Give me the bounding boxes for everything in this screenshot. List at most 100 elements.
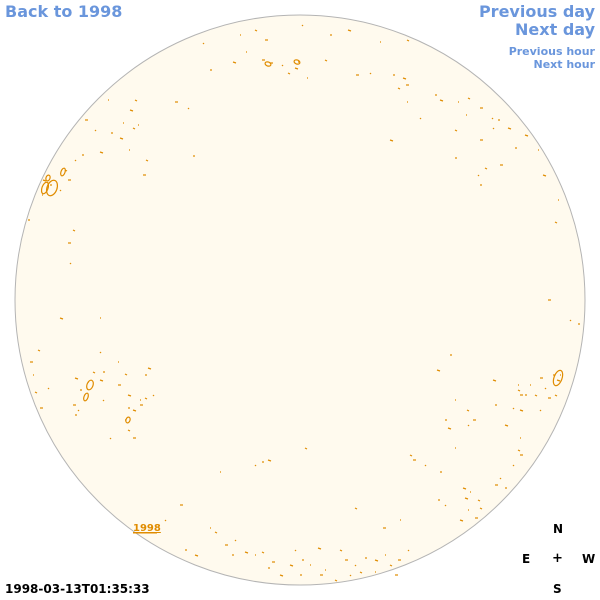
contour-mark: [466, 409, 470, 412]
contour-mark: [129, 109, 134, 112]
contour-mark: [202, 42, 205, 45]
contour-mark: [477, 499, 481, 502]
contour-mark: [279, 574, 284, 577]
contour-mark: [419, 117, 422, 120]
contour-mark: [349, 574, 352, 577]
contour-mark: [436, 369, 441, 372]
disk-year-label[interactable]: 1998: [133, 523, 161, 534]
contour-mark: [132, 409, 137, 412]
next-hour-link[interactable]: Next hour: [533, 58, 596, 71]
contour-mark: [214, 531, 218, 534]
contour-mark: [492, 379, 497, 382]
contour-loop: [40, 181, 50, 195]
contour-mark: [287, 72, 291, 75]
previous-hour-link[interactable]: Previous hour: [508, 45, 595, 58]
contour-mark: [152, 394, 155, 397]
contour-mark: [145, 159, 149, 162]
contour-mark: [99, 379, 104, 382]
contour-mark: [507, 127, 512, 130]
contour-mark: [517, 389, 521, 392]
contour-mark: [374, 559, 379, 562]
contour-mark: [406, 39, 410, 42]
back-to-year-link[interactable]: Back to 1998: [5, 2, 123, 21]
contour-mark: [397, 87, 401, 90]
contour-mark: [424, 464, 427, 467]
contour-mark: [462, 487, 467, 490]
contour-mark: [254, 29, 258, 32]
contour-mark: [354, 507, 358, 510]
contour-mark: [334, 579, 338, 582]
contour-mark: [69, 262, 72, 265]
contour-mark: [407, 549, 410, 552]
contour-mark: [464, 497, 469, 500]
contour-mark: [534, 394, 538, 397]
contour-mark: [92, 371, 96, 374]
contour-mark: [281, 64, 284, 67]
contour-mark: [72, 229, 76, 232]
contour-mark: [294, 67, 299, 70]
contour-mark: [484, 167, 488, 170]
contour-mark: [74, 377, 79, 380]
contour-mark: [234, 539, 237, 542]
contour-loop: [45, 179, 59, 197]
contour-mark: [261, 551, 265, 554]
contour-mark: [289, 564, 294, 567]
contour-mark: [294, 549, 297, 552]
contour-mark: [59, 317, 64, 320]
contour-mark: [444, 504, 447, 507]
contour-loop: [293, 59, 301, 65]
contour-mark: [542, 174, 547, 177]
contour-mark: [389, 139, 394, 142]
contour-mark: [467, 424, 470, 427]
previous-day-link[interactable]: Previous day: [478, 2, 595, 21]
contour-mark: [47, 387, 50, 390]
contour-mark: [127, 394, 132, 397]
contour-loop: [552, 369, 564, 387]
contour-mark: [102, 399, 105, 402]
contour-mark: [254, 464, 257, 467]
next-day-link[interactable]: Next day: [515, 20, 595, 39]
contour-mark: [267, 459, 272, 462]
contour-mark: [164, 519, 167, 522]
contour-mark: [134, 99, 138, 102]
contour-mark: [354, 564, 357, 567]
contour-mark: [569, 319, 572, 322]
contour-mark: [324, 59, 328, 62]
contour-loop: [83, 392, 89, 402]
contour-mark: [389, 564, 393, 567]
contour-mark: [479, 507, 483, 510]
contour-mark: [512, 407, 515, 410]
contour-mark: [467, 97, 471, 100]
contour-mark: [556, 379, 561, 382]
contour-mark: [127, 429, 131, 432]
contour-mark: [99, 351, 102, 354]
contour-mark: [491, 117, 494, 120]
contour-mark: [59, 189, 62, 192]
contour-mark: [512, 464, 515, 467]
contour-mark: [94, 129, 97, 132]
contour-mark: [409, 454, 413, 457]
contour-loop: [86, 379, 94, 391]
contour-mark: [519, 409, 524, 412]
contour-loop: [264, 61, 272, 67]
contour-mark: [517, 449, 521, 452]
contour-loop: [60, 167, 66, 177]
contour-mark: [244, 551, 249, 554]
contour-mark: [99, 151, 104, 154]
contour-mark: [459, 519, 464, 522]
observation-timestamp: 1998-03-13T01:35:33: [5, 582, 150, 596]
contour-mark: [544, 387, 547, 390]
contour-mark: [447, 427, 452, 430]
compass-east: E: [522, 552, 531, 566]
contour-mark: [304, 447, 308, 450]
contour-mark: [492, 127, 495, 130]
contour-mark: [347, 29, 352, 32]
contour-mark: [369, 72, 372, 75]
contour-mark: [232, 61, 237, 64]
contour-mark: [359, 571, 363, 574]
contour-mark: [402, 77, 407, 80]
contour-mark: [144, 397, 148, 400]
contour-mark: [301, 24, 304, 27]
contour-mark: [77, 409, 80, 412]
